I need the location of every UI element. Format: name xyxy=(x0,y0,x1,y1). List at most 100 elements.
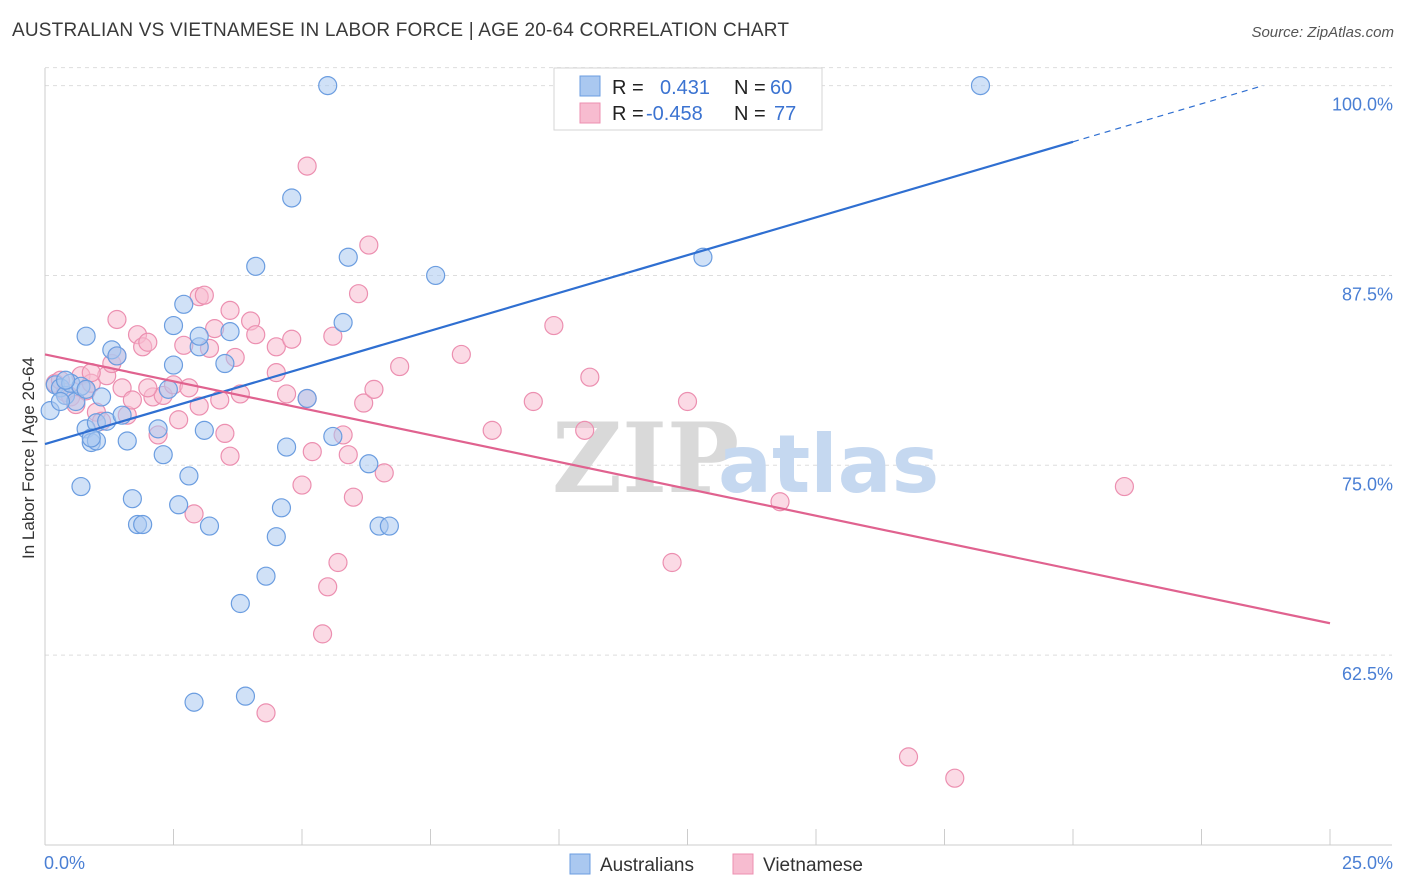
y-tick-label-1: 75.0% xyxy=(1342,474,1393,494)
trend-lines xyxy=(44,85,1331,625)
vietnamese-point-15 xyxy=(122,390,142,410)
vietnamese-point-55 xyxy=(364,379,384,399)
australians-point-32 xyxy=(215,353,235,374)
legend-box: R = 0.431 N = 60 R = -0.458 N = 77 xyxy=(553,67,823,131)
legend-n-value-2: 77 xyxy=(774,103,796,125)
vietnamese-point-59 xyxy=(482,420,502,440)
vietnamese-point-60 xyxy=(523,391,543,412)
australians-point-30 xyxy=(194,420,214,440)
vietnamese-point-54 xyxy=(359,235,379,255)
vietnamese-point-45 xyxy=(312,624,333,644)
australians-points xyxy=(40,75,991,712)
vietnamese-point-56 xyxy=(374,463,394,483)
australians-point-17 xyxy=(117,431,137,451)
australians-point-20 xyxy=(133,514,153,535)
x-tick-label-0: 0.0% xyxy=(44,853,85,873)
australians-point-41 xyxy=(282,188,302,208)
y-axis-label: In Labor Force | Age 20-64 xyxy=(19,357,38,559)
australians-point-8 xyxy=(76,326,96,346)
australians-point-42 xyxy=(297,388,317,409)
bottom-legend-swatch-australians xyxy=(569,853,591,875)
vietnamese-point-71 xyxy=(220,300,240,320)
vietnamese-point-32 xyxy=(215,423,235,444)
vietnamese-point-63 xyxy=(580,367,600,387)
vietnamese-point-65 xyxy=(677,391,698,412)
australians-point-36 xyxy=(246,256,266,276)
watermark-zip: ZIP xyxy=(552,402,739,515)
australians-point-22 xyxy=(158,379,178,399)
vietnamese-point-76 xyxy=(189,396,209,416)
x-tick-label-1: 25.0% xyxy=(1342,853,1393,873)
australians-point-27 xyxy=(179,466,199,486)
vietnamese-point-41 xyxy=(282,329,302,349)
australians-point-43 xyxy=(318,75,338,96)
australians-point-47 xyxy=(359,454,379,474)
australians-point-58 xyxy=(81,428,101,448)
vietnamese-point-33 xyxy=(220,446,240,466)
australians-point-31 xyxy=(199,516,220,536)
vietnamese-point-18 xyxy=(138,332,158,352)
vietnamese-point-57 xyxy=(390,356,410,377)
y-tick-label-3: 100.0% xyxy=(1332,95,1393,115)
vietnamese-point-53 xyxy=(354,393,374,413)
australians-point-45 xyxy=(333,312,353,333)
vietnamese-point-58 xyxy=(451,344,471,365)
chart-title: AUSTRALIAN VS VIETNAMESE IN LABOR FORCE … xyxy=(12,20,790,41)
vietnamese-point-25 xyxy=(179,378,199,398)
legend-r-value-1: 0.431 xyxy=(660,77,710,99)
australians-point-21 xyxy=(148,419,168,439)
source-label: Source: ZipAtlas.com xyxy=(1251,24,1394,41)
legend-r-value-2: -0.458 xyxy=(646,103,703,125)
vietnamese-point-39 xyxy=(266,337,286,357)
australians-point-26 xyxy=(174,294,194,314)
australians-point-50 xyxy=(426,265,446,286)
australians-trend-line xyxy=(44,140,1074,446)
vietnamese-point-51 xyxy=(343,487,363,507)
vietnamese-point-74 xyxy=(138,378,158,398)
australians-point-49 xyxy=(379,516,399,536)
legend-r-label-1: R = xyxy=(612,77,644,99)
vietnamese-point-68 xyxy=(945,768,965,788)
australians-point-37 xyxy=(256,566,276,586)
vietnamese-point-42 xyxy=(292,475,312,495)
vietnamese-point-64 xyxy=(662,552,682,573)
bottom-legend-australians: Australians xyxy=(600,855,694,876)
australians-point-54 xyxy=(184,692,204,712)
australians-point-16 xyxy=(107,346,127,366)
vietnamese-point-62 xyxy=(575,420,595,440)
y-tick-labels: 62.5% 75.0% 87.5% 100.0% xyxy=(1332,95,1393,685)
vietnamese-point-23 xyxy=(169,410,189,430)
legend-swatch-vietnamese xyxy=(579,102,601,124)
legend-n-label-2: N = xyxy=(734,103,766,125)
australians-point-46 xyxy=(338,247,358,267)
vietnamese-point-47 xyxy=(323,326,343,346)
y-tick-label-2: 87.5% xyxy=(1342,284,1393,304)
australians-point-38 xyxy=(266,527,286,547)
legend-n-label-1: N = xyxy=(734,77,766,99)
y-tick-label-0: 62.5% xyxy=(1342,664,1393,684)
bottom-legend: Australians Vietnamese xyxy=(569,853,863,876)
vietnamese-point-26 xyxy=(184,504,204,524)
vietnamese-point-67 xyxy=(898,747,919,767)
vietnamese-point-40 xyxy=(276,384,297,404)
bottom-legend-swatch-vietnamese xyxy=(732,853,754,875)
x-tick-labels: 0.0% 25.0% xyxy=(44,853,1393,873)
australians-point-25 xyxy=(169,495,189,515)
vietnamese-point-48 xyxy=(328,552,348,573)
australians-point-24 xyxy=(163,355,184,375)
vietnamese-point-46 xyxy=(318,577,338,597)
australians-point-39 xyxy=(271,498,292,518)
australians-point-55 xyxy=(91,387,112,407)
grid xyxy=(45,67,1392,656)
bottom-legend-vietnamese: Vietnamese xyxy=(763,855,863,876)
australians-point-33 xyxy=(220,322,240,342)
vietnamese-point-52 xyxy=(348,284,369,304)
australians-point-59 xyxy=(153,445,173,465)
vietnamese-point-44 xyxy=(302,442,322,462)
vietnamese-point-72 xyxy=(107,309,127,330)
axes xyxy=(44,68,1392,846)
vietnamese-point-38 xyxy=(256,703,276,723)
vietnamese-point-28 xyxy=(194,285,214,305)
australians-point-53 xyxy=(50,391,71,412)
